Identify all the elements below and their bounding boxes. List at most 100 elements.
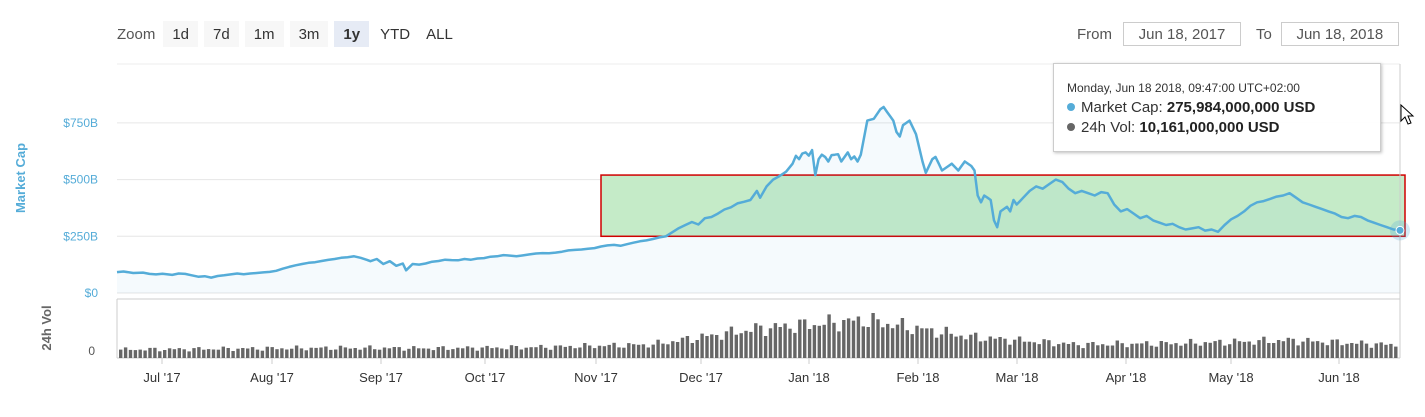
volume-bar — [749, 331, 753, 358]
volume-bar — [939, 334, 944, 358]
range-to: To — [1256, 21, 1399, 47]
tooltip-market-cap-value: 275,984,000,000 USD — [1166, 99, 1316, 116]
volume-bar — [1032, 342, 1036, 358]
volume-bar — [1110, 345, 1115, 358]
volume-bar — [910, 334, 914, 358]
volume-bar — [666, 344, 670, 358]
volume-bar — [739, 333, 743, 358]
volume-bar — [1135, 343, 1139, 358]
volume-bar — [1130, 343, 1134, 358]
volume-bar — [1120, 343, 1124, 358]
volume-bar — [1184, 343, 1188, 358]
volume-bar — [505, 349, 509, 358]
volume-bar — [793, 332, 797, 358]
zoom-label: Zoom — [117, 25, 156, 43]
volume-bar — [1101, 344, 1105, 358]
volume-bar — [846, 318, 851, 358]
volume-bar — [817, 325, 821, 358]
volume-bar — [1188, 338, 1193, 358]
volume-bar — [343, 347, 348, 358]
volume-bar — [456, 347, 460, 358]
volume-bar — [959, 335, 963, 358]
volume-bar — [280, 348, 284, 358]
zoom-7d-button[interactable]: 7d — [204, 21, 239, 47]
volume-bar — [573, 348, 577, 358]
zoom-bar: Zoom 1d 7d 1m 3m 1y YTD ALL — [117, 21, 464, 47]
volume-bar — [377, 349, 382, 358]
volume-bar — [490, 348, 494, 358]
volume-bar — [592, 348, 597, 358]
volume-bar — [539, 344, 543, 358]
x-tick-label: Jan '18 — [788, 370, 830, 385]
volume-bar — [1096, 345, 1100, 358]
volume-bar — [529, 347, 533, 358]
volume-bar — [1027, 341, 1032, 358]
volume-bar — [1320, 342, 1325, 358]
x-tick-label: Jul '17 — [143, 370, 180, 385]
volume-bar — [890, 328, 895, 358]
volume-bar — [304, 350, 308, 358]
volume-bar — [1203, 342, 1207, 358]
volume-bar — [485, 345, 489, 358]
volume-bar — [695, 340, 699, 358]
range-from-input[interactable] — [1123, 22, 1241, 46]
volume-bar — [978, 341, 983, 358]
market-cap-area — [117, 107, 1400, 293]
volume-bar — [944, 326, 948, 358]
volume-bar — [553, 345, 558, 358]
volume-bar — [656, 339, 660, 358]
volume-bar — [788, 328, 792, 358]
volume-bar — [417, 348, 421, 358]
volume-bar — [1247, 341, 1251, 358]
volume-bar — [407, 348, 411, 358]
volume-bar — [143, 350, 147, 358]
volume-bar — [773, 323, 778, 358]
volume-bar — [1237, 341, 1242, 358]
volume-bar — [363, 347, 367, 358]
volume-bar — [148, 347, 152, 358]
volume-bar — [133, 350, 138, 358]
volume-bar — [358, 349, 362, 358]
volume-bar — [690, 343, 694, 358]
volume-bar — [241, 348, 245, 358]
zoom-all-button[interactable]: ALL — [421, 21, 458, 47]
x-tick-label: Jun '18 — [1318, 370, 1360, 385]
volume-bar — [1022, 341, 1027, 358]
y-axis-label-volume: 24h Vol — [39, 305, 54, 350]
zoom-1d-button[interactable]: 1d — [163, 21, 199, 47]
volume-bar — [1267, 343, 1271, 358]
volume-bar — [925, 328, 929, 358]
volume-bar — [1105, 345, 1110, 358]
volume-bar — [1374, 343, 1378, 358]
x-tick-label: Feb '18 — [897, 370, 940, 385]
zoom-1y-button[interactable]: 1y — [334, 21, 370, 47]
volume-bar — [373, 349, 377, 358]
tooltip-market-cap-label: Market Cap: — [1081, 99, 1163, 116]
volume-bar — [294, 345, 299, 358]
volume-bar — [285, 349, 289, 358]
zoom-3m-button[interactable]: 3m — [289, 21, 329, 47]
zoom-ytd-button[interactable]: YTD — [375, 21, 415, 47]
market-cap-legend-dot — [1067, 103, 1075, 111]
volume-bar — [724, 331, 729, 358]
volume-bar — [1355, 343, 1359, 358]
volume-bar — [480, 347, 484, 358]
volume-bar — [851, 320, 856, 358]
volume-bar — [729, 326, 734, 358]
volume-tick-label: 0 — [88, 344, 95, 358]
volume-bar — [719, 339, 724, 358]
volume-bar — [998, 337, 1002, 358]
volume-bar — [221, 346, 225, 358]
volume-bar — [1061, 342, 1066, 358]
volume-bar — [119, 349, 123, 358]
range-to-input[interactable] — [1280, 22, 1399, 46]
volume-bar — [246, 348, 250, 358]
volume-bar — [1291, 338, 1295, 358]
volume-bar — [876, 319, 880, 358]
volume-bar — [1154, 346, 1159, 358]
volume-bar — [1315, 341, 1320, 358]
volume-bar — [123, 347, 128, 358]
volume-bar — [236, 348, 240, 358]
zoom-1m-button[interactable]: 1m — [244, 21, 284, 47]
